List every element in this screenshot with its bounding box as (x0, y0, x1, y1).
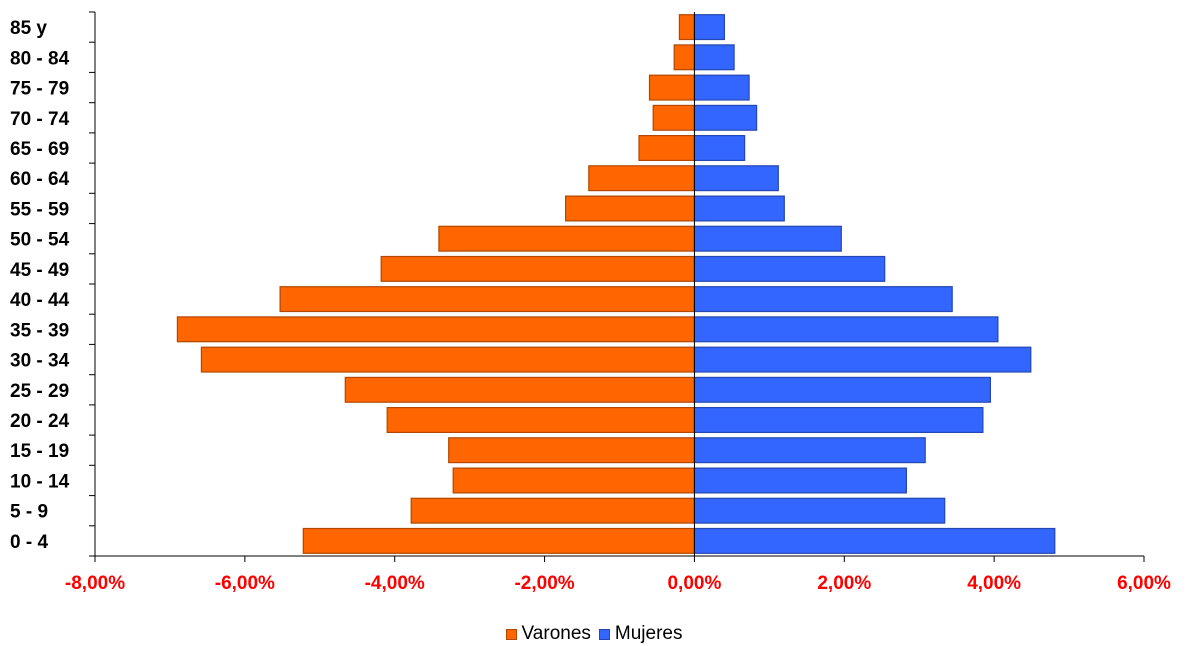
legend-label-mujeres: Mujeres (614, 623, 683, 644)
legend-label-varones: Varones (521, 623, 591, 644)
bar-varones-10 (438, 225, 695, 252)
category-label-14: 70 - 74 (10, 109, 70, 130)
category-label-2: 10 - 14 (10, 471, 70, 492)
bar-mujeres-0 (693, 527, 1056, 554)
bar-mujeres-9 (693, 255, 886, 282)
bar-mujeres-8 (693, 286, 953, 313)
legend-swatch-mujeres (598, 628, 610, 640)
bar-mujeres-15 (693, 74, 750, 101)
bar-mujeres-7 (693, 316, 999, 343)
bar-varones-8 (279, 286, 696, 313)
bar-mujeres-3 (693, 437, 926, 464)
bar-varones-4 (386, 407, 696, 434)
bar-varones-1 (410, 497, 696, 524)
legend-item-mujeres: Mujeres (598, 623, 683, 645)
category-label-3: 15 - 19 (10, 441, 69, 462)
x-tick-label-6: 4,00% (967, 573, 1021, 594)
category-label-8: 40 - 44 (10, 290, 70, 311)
x-tick-label-3: -2,00% (514, 573, 574, 594)
bar-varones-17 (678, 14, 696, 41)
bar-varones-16 (673, 44, 696, 71)
category-label-15: 75 - 79 (10, 79, 69, 100)
x-tick-label-7: 6,00% (1117, 573, 1171, 594)
category-label-11: 55 - 59 (10, 199, 69, 220)
bar-varones-7 (176, 316, 695, 343)
bar-mujeres-11 (693, 195, 785, 222)
category-label-17: 85 y (10, 18, 47, 39)
axes-group (89, 11, 1145, 562)
bar-mujeres-2 (693, 467, 908, 494)
bar-varones-9 (380, 255, 696, 282)
x-tick-label-0: -8,00% (65, 573, 125, 594)
category-label-12: 60 - 64 (10, 169, 70, 190)
bar-varones-11 (564, 195, 696, 222)
legend-item-varones: Varones (505, 623, 591, 645)
bar-varones-13 (638, 135, 696, 162)
bar-mujeres-6 (693, 346, 1032, 373)
category-label-7: 35 - 39 (10, 320, 69, 341)
bar-mujeres-1 (693, 497, 946, 524)
bar-mujeres-5 (693, 376, 992, 403)
bar-varones-5 (344, 376, 696, 403)
category-label-16: 80 - 84 (10, 48, 70, 69)
bar-mujeres-14 (693, 104, 758, 131)
bar-mujeres-13 (693, 135, 746, 162)
bars-group (176, 14, 1056, 554)
category-label-10: 50 - 54 (10, 230, 70, 251)
legend-swatch-varones (505, 628, 517, 640)
category-label-13: 65 - 69 (10, 139, 69, 160)
x-tick-label-2: -4,00% (365, 573, 425, 594)
bar-varones-2 (452, 467, 696, 494)
bar-mujeres-4 (693, 407, 984, 434)
bar-mujeres-10 (693, 225, 842, 252)
x-tick-label-1: -6,00% (215, 573, 275, 594)
category-label-6: 30 - 34 (10, 351, 70, 372)
category-label-0: 0 - 4 (10, 532, 48, 553)
category-label-1: 5 - 9 (10, 502, 48, 523)
legend: Varones Mujeres (0, 623, 1188, 645)
category-label-9: 45 - 49 (10, 260, 69, 281)
category-label-5: 25 - 29 (10, 381, 69, 402)
category-label-4: 20 - 24 (10, 411, 70, 432)
bar-varones-12 (588, 165, 695, 192)
bar-varones-6 (200, 346, 695, 373)
x-tick-label-5: 2,00% (817, 573, 871, 594)
bar-varones-3 (448, 437, 696, 464)
bar-varones-14 (652, 104, 696, 131)
bar-mujeres-17 (693, 14, 726, 41)
bar-varones-15 (648, 74, 696, 101)
bar-mujeres-16 (693, 44, 735, 71)
bar-varones-0 (302, 527, 695, 554)
bar-mujeres-12 (693, 165, 779, 192)
x-tick-label-4: 0,00% (667, 573, 721, 594)
labels-group: -8,00% -6,00% -4,00% -2,00% 0,00% 2,00% 4,00% 6… (10, 18, 1171, 594)
